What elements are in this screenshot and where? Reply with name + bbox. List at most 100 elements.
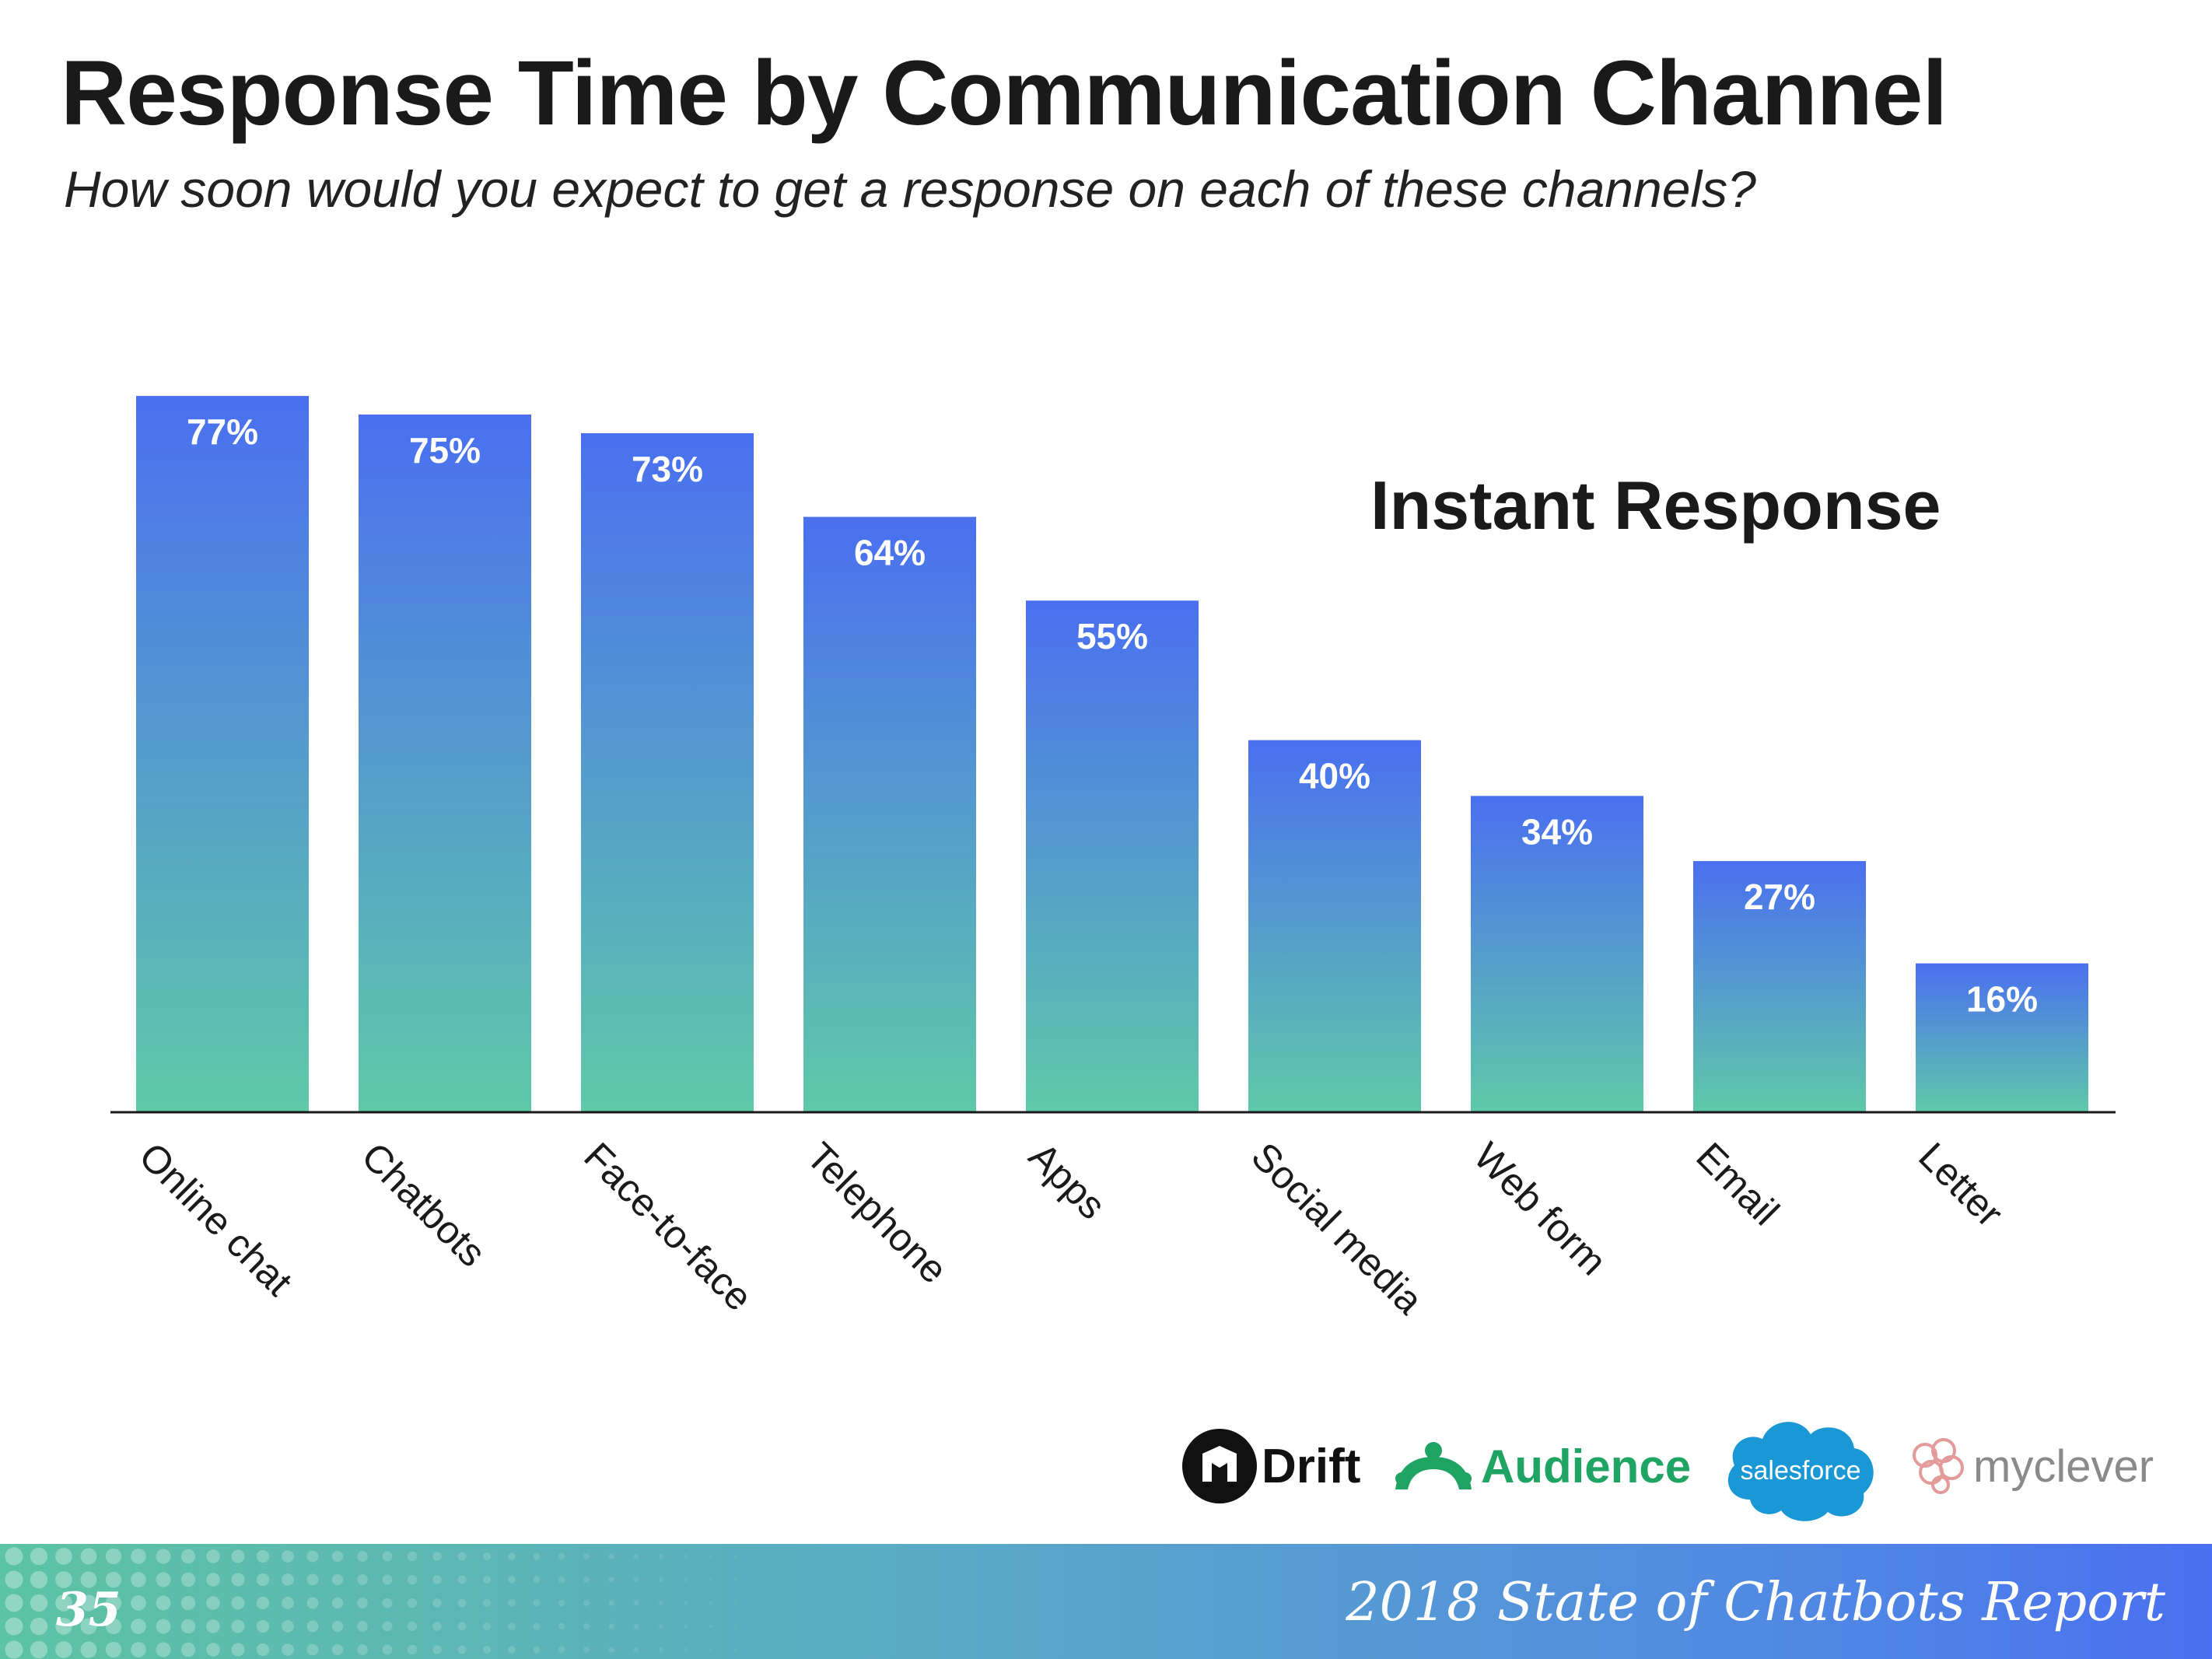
brain-icon bbox=[1913, 1438, 1964, 1494]
decor-dot bbox=[156, 1642, 171, 1657]
decor-dot bbox=[282, 1550, 294, 1563]
decor-dot bbox=[432, 1645, 442, 1654]
decor-dot bbox=[558, 1622, 565, 1630]
decor-dot bbox=[533, 1576, 541, 1584]
decor-dot bbox=[432, 1552, 442, 1561]
decor-dot bbox=[55, 1594, 72, 1612]
decor-dot bbox=[80, 1548, 97, 1565]
decor-dot bbox=[331, 1550, 344, 1563]
decor-dot bbox=[407, 1598, 418, 1608]
decor-dot bbox=[5, 1617, 23, 1636]
x-tick-label: Online chat bbox=[131, 1134, 301, 1304]
decor-dot bbox=[508, 1552, 516, 1560]
bar-value-label: 34% bbox=[1521, 811, 1593, 852]
decor-dot bbox=[633, 1577, 639, 1583]
bar-online-chat bbox=[136, 396, 309, 1113]
audience-logo-text: Audience bbox=[1481, 1440, 1692, 1493]
decor-dot bbox=[508, 1646, 516, 1654]
decor-dot bbox=[30, 1640, 48, 1659]
decor-dot bbox=[407, 1551, 418, 1562]
x-tick-label: Face-to-face bbox=[576, 1134, 761, 1319]
decor-dot bbox=[231, 1643, 245, 1657]
decor-dot bbox=[55, 1641, 72, 1658]
decor-dot bbox=[231, 1549, 245, 1563]
decor-dot bbox=[206, 1619, 220, 1633]
decor-dot bbox=[734, 1601, 737, 1605]
decor-dot bbox=[583, 1600, 590, 1606]
decor-dot bbox=[482, 1598, 492, 1608]
decor-dot bbox=[659, 1554, 663, 1559]
decor-dot bbox=[558, 1599, 565, 1607]
decor-dot bbox=[231, 1573, 245, 1587]
drift-logo-text: Drift bbox=[1262, 1439, 1361, 1493]
decor-dot bbox=[558, 1576, 565, 1584]
myclever-logo: myclever bbox=[1909, 1416, 2154, 1517]
bar-value-label: 77% bbox=[187, 411, 258, 452]
bar-telephone bbox=[803, 516, 976, 1112]
bar-value-label: 64% bbox=[854, 533, 926, 573]
decor-dot bbox=[709, 1577, 713, 1582]
decor-dot bbox=[306, 1643, 319, 1656]
decor-dot bbox=[231, 1596, 245, 1610]
decor-dot bbox=[357, 1551, 368, 1562]
decor-dot bbox=[659, 1577, 663, 1582]
decor-dot bbox=[432, 1575, 442, 1584]
decor-dot bbox=[583, 1647, 590, 1653]
decor-dot bbox=[331, 1620, 344, 1633]
decor-dot bbox=[80, 1594, 97, 1612]
decor-dot bbox=[282, 1597, 294, 1609]
decor-dot bbox=[206, 1596, 220, 1610]
decor-dot bbox=[457, 1552, 467, 1561]
decor-dot bbox=[558, 1646, 565, 1654]
decor-dot bbox=[105, 1641, 122, 1658]
decor-dot bbox=[457, 1622, 467, 1631]
decor-dot bbox=[131, 1572, 146, 1587]
decor-dot bbox=[55, 1571, 72, 1588]
decor-dot bbox=[457, 1645, 467, 1654]
decor-dot bbox=[282, 1643, 294, 1656]
bar-value-label: 75% bbox=[409, 430, 481, 471]
bar-chart: 77% 75% 73% 64% 55% 40% 34% 27% 16% Online chat C… bbox=[110, 396, 2116, 1322]
decor-dot bbox=[608, 1600, 614, 1606]
decor-dot bbox=[131, 1619, 146, 1634]
decor-dot bbox=[382, 1598, 393, 1608]
decor-dot bbox=[734, 1648, 737, 1651]
decor-dot bbox=[30, 1547, 48, 1566]
x-tick-label: Telephone bbox=[798, 1134, 956, 1292]
decor-dot bbox=[608, 1577, 614, 1583]
decor-dot bbox=[709, 1601, 713, 1605]
decor-dot bbox=[382, 1621, 393, 1632]
salesforce-logo: salesforce bbox=[1719, 1404, 1882, 1528]
decor-dot bbox=[533, 1599, 541, 1607]
decor-dot bbox=[331, 1597, 344, 1609]
bar-value-label: 27% bbox=[1744, 877, 1815, 917]
decor-dot bbox=[508, 1576, 516, 1584]
bar-value-label: 16% bbox=[1966, 979, 2038, 1020]
decor-dot bbox=[382, 1644, 393, 1655]
decor-dot bbox=[180, 1572, 196, 1587]
chart-title: Instant Response bbox=[1370, 467, 1941, 544]
decor-dot bbox=[684, 1554, 688, 1559]
bar-letter bbox=[1916, 963, 2088, 1112]
decor-dot bbox=[180, 1595, 196, 1611]
decor-dot bbox=[105, 1618, 122, 1635]
myclever-logo-text: myclever bbox=[1973, 1440, 2154, 1492]
x-tick-label: Letter bbox=[1910, 1134, 2011, 1235]
audience-icon bbox=[1395, 1442, 1472, 1489]
decor-dot bbox=[306, 1620, 319, 1633]
decor-dot bbox=[382, 1574, 393, 1585]
decor-dot bbox=[131, 1595, 146, 1611]
decor-dot bbox=[156, 1572, 171, 1587]
decor-dot bbox=[357, 1574, 368, 1585]
decor-dot bbox=[659, 1601, 663, 1605]
decor-dot bbox=[206, 1549, 220, 1563]
page-number: 35 bbox=[56, 1583, 121, 1637]
decor-dot bbox=[734, 1555, 737, 1558]
decor-dot bbox=[331, 1643, 344, 1656]
decor-dot bbox=[80, 1618, 97, 1635]
bar-apps bbox=[1026, 600, 1199, 1112]
x-tick-label: Chatbots bbox=[353, 1134, 494, 1275]
decor-dot bbox=[282, 1620, 294, 1633]
x-tick-label: Social media bbox=[1243, 1134, 1431, 1322]
decor-dot bbox=[180, 1642, 196, 1657]
